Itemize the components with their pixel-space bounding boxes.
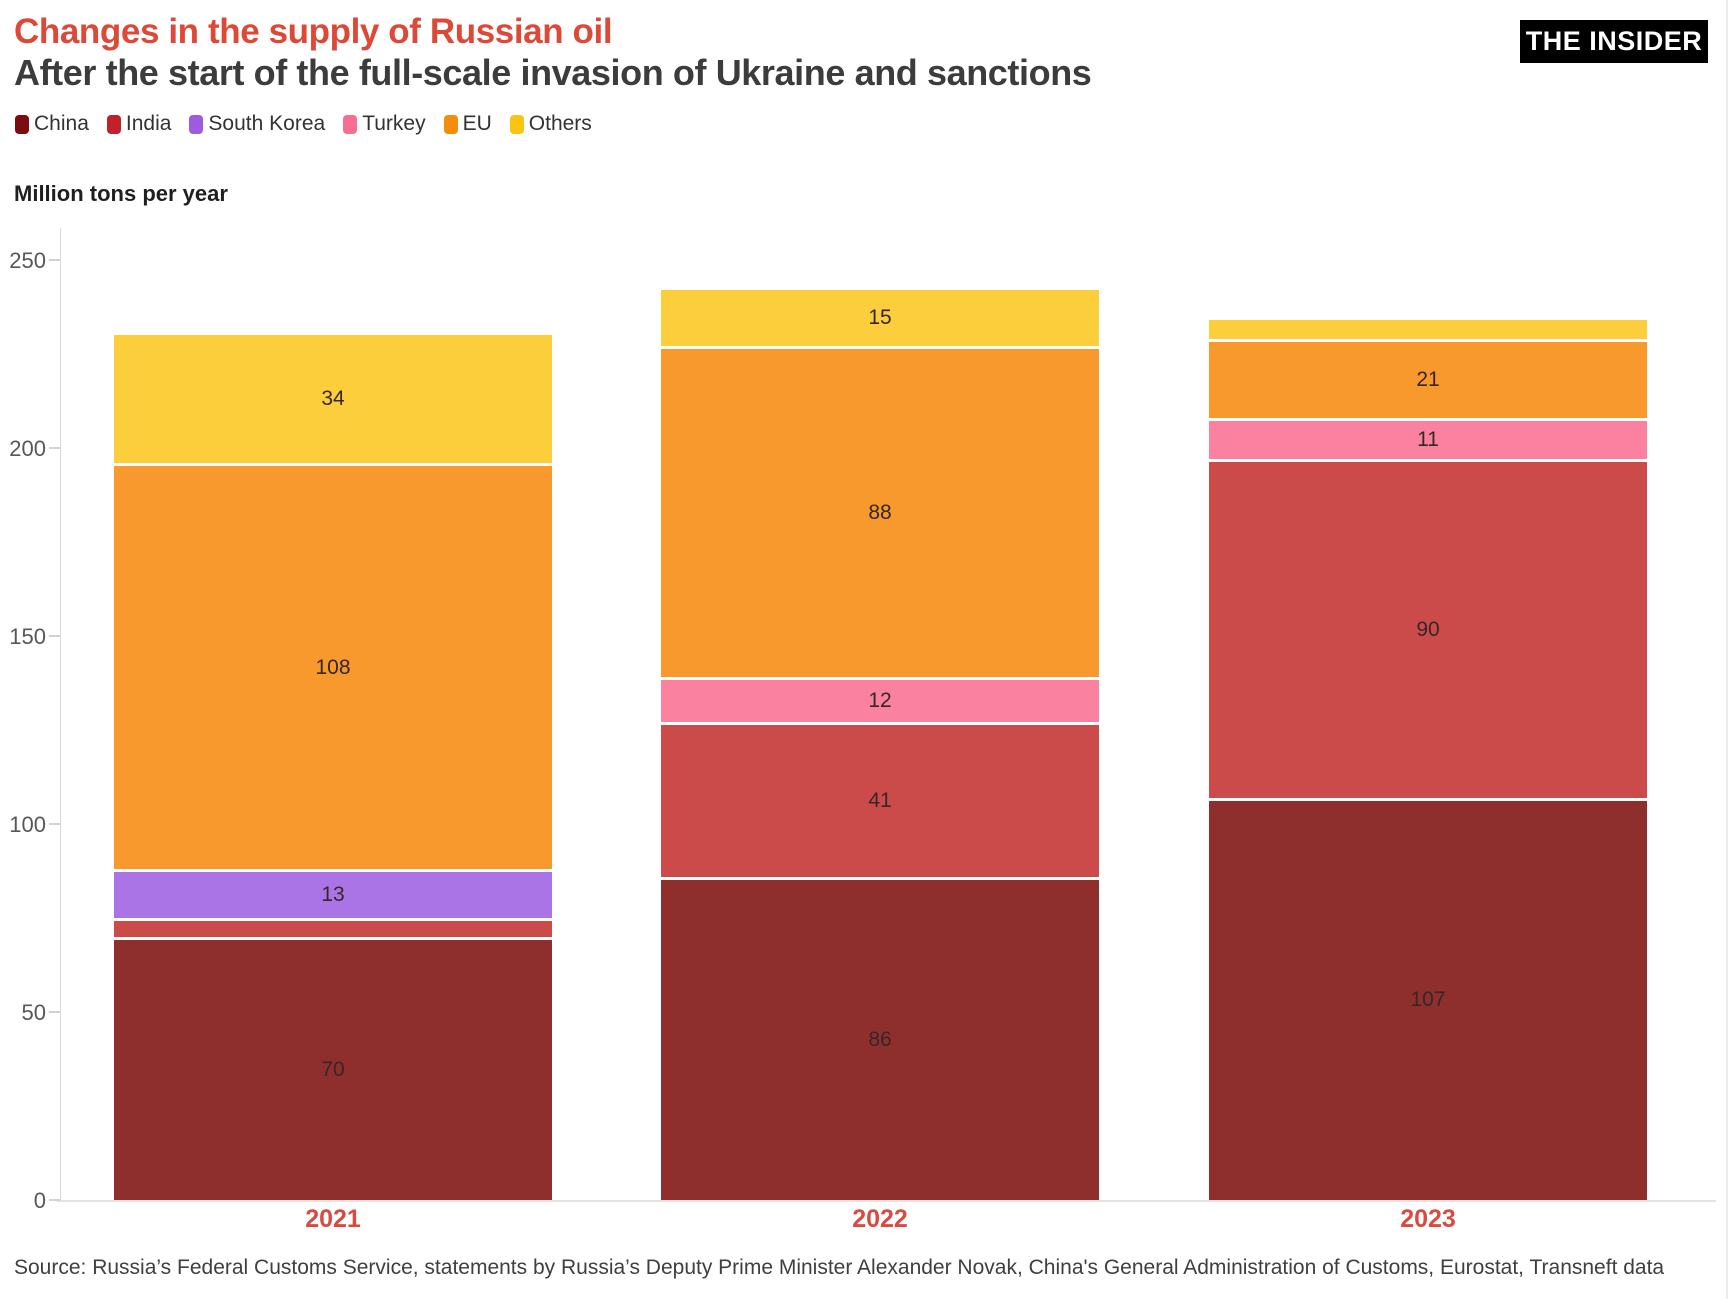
- legend-item-others: Others: [509, 112, 592, 136]
- segment-india-2023: 90: [1209, 459, 1647, 798]
- legend-swatch-eu: [443, 114, 458, 134]
- legend-swatch-others: [509, 114, 524, 134]
- legend-item-south-korea: South Korea: [189, 112, 325, 136]
- page-edge-line: [1726, 0, 1728, 1299]
- segment-china-2021: 70: [114, 936, 552, 1200]
- segment-others-2021: 34: [114, 335, 552, 464]
- x-axis-label-2021: 2021: [305, 1205, 361, 1233]
- legend-item-eu: EU: [443, 112, 492, 136]
- y-tick-mark: [49, 1011, 60, 1013]
- segment-south-korea-2021: 13: [114, 869, 552, 918]
- bar-2021: 34 108 13 70: [114, 335, 552, 1200]
- legend-item-label: South Korea: [208, 112, 326, 135]
- segment-value-label: 13: [321, 883, 345, 907]
- legend-item-label: China: [34, 112, 89, 135]
- legend-item-india: India: [106, 112, 172, 136]
- chart-subtitle: After the start of the full-scale invasi…: [14, 52, 1092, 93]
- x-axis-label-2022: 2022: [852, 1205, 908, 1233]
- segment-value-label: 70: [321, 1057, 345, 1081]
- y-tick-mark: [49, 823, 60, 825]
- segment-eu-2021: 108: [114, 463, 552, 870]
- segment-value-label: 90: [1416, 617, 1440, 641]
- y-tick-label: 150: [9, 624, 46, 649]
- y-axis-line: [60, 228, 61, 1202]
- legend-swatch-china: [15, 114, 29, 134]
- legend-item-china: China: [15, 112, 89, 136]
- legend-item-label: Turkey: [362, 112, 426, 135]
- y-tick-mark: [49, 635, 60, 637]
- bar-2023: 21 11 90 107: [1209, 320, 1647, 1200]
- segment-value-label: 86: [868, 1027, 892, 1051]
- legend-swatch-south-korea: [189, 114, 204, 134]
- segment-value-label: 88: [868, 501, 892, 525]
- y-tick-label: 0: [33, 1188, 46, 1213]
- segment-eu-2022: 88: [661, 346, 1099, 678]
- legend-swatch-india: [106, 114, 121, 134]
- segment-value-label: 21: [1416, 367, 1440, 391]
- segment-india-2021: [114, 917, 552, 937]
- legend-item-label: Others: [528, 112, 592, 135]
- segment-india-2022: 41: [661, 722, 1099, 877]
- segment-value-label: 41: [868, 789, 892, 813]
- segment-china-2022: 86: [661, 876, 1099, 1200]
- logo-text: THE INSIDER: [1525, 26, 1703, 56]
- y-tick-mark: [49, 1199, 60, 1201]
- segment-others-2023: [1209, 320, 1647, 339]
- x-axis-baseline: [57, 1200, 1716, 1202]
- chart-title: Changes in the supply of Russian oil: [14, 12, 613, 51]
- y-tick-mark: [49, 259, 60, 261]
- segment-eu-2023: 21: [1209, 338, 1647, 418]
- y-tick-label: 100: [9, 812, 46, 837]
- legend-swatch-turkey: [343, 114, 358, 134]
- segment-turkey-2023: 11: [1209, 417, 1647, 460]
- y-tick-label: 50: [21, 1000, 46, 1025]
- segment-others-2022: 15: [661, 290, 1099, 347]
- y-tick-label: 200: [9, 436, 46, 461]
- source-note: Source: Russia’s Federal Customs Service…: [14, 1256, 1665, 1279]
- legend-item-label: EU: [462, 112, 492, 135]
- y-tick-label: 250: [9, 248, 46, 273]
- segment-value-label: 107: [1410, 988, 1446, 1012]
- y-tick-mark: [49, 447, 60, 449]
- legend-item-turkey: Turkey: [343, 112, 426, 136]
- the-insider-logo: THE INSIDER: [1520, 20, 1708, 63]
- segment-value-label: 34: [321, 387, 345, 411]
- segment-china-2023: 107: [1209, 797, 1647, 1200]
- legend: China India South Korea Turkey EU Others: [15, 112, 592, 136]
- bar-2022: 15 88 12 41 86: [661, 290, 1099, 1200]
- legend-item-label: India: [125, 112, 172, 135]
- segment-value-label: 15: [868, 306, 892, 330]
- y-axis-unit-label: Million tons per year: [14, 181, 228, 206]
- segment-value-label: 11: [1417, 428, 1439, 452]
- segment-value-label: 12: [868, 689, 892, 713]
- segment-value-label: 108: [315, 655, 351, 679]
- segment-turkey-2022: 12: [661, 677, 1099, 723]
- x-axis-label-2023: 2023: [1400, 1205, 1456, 1233]
